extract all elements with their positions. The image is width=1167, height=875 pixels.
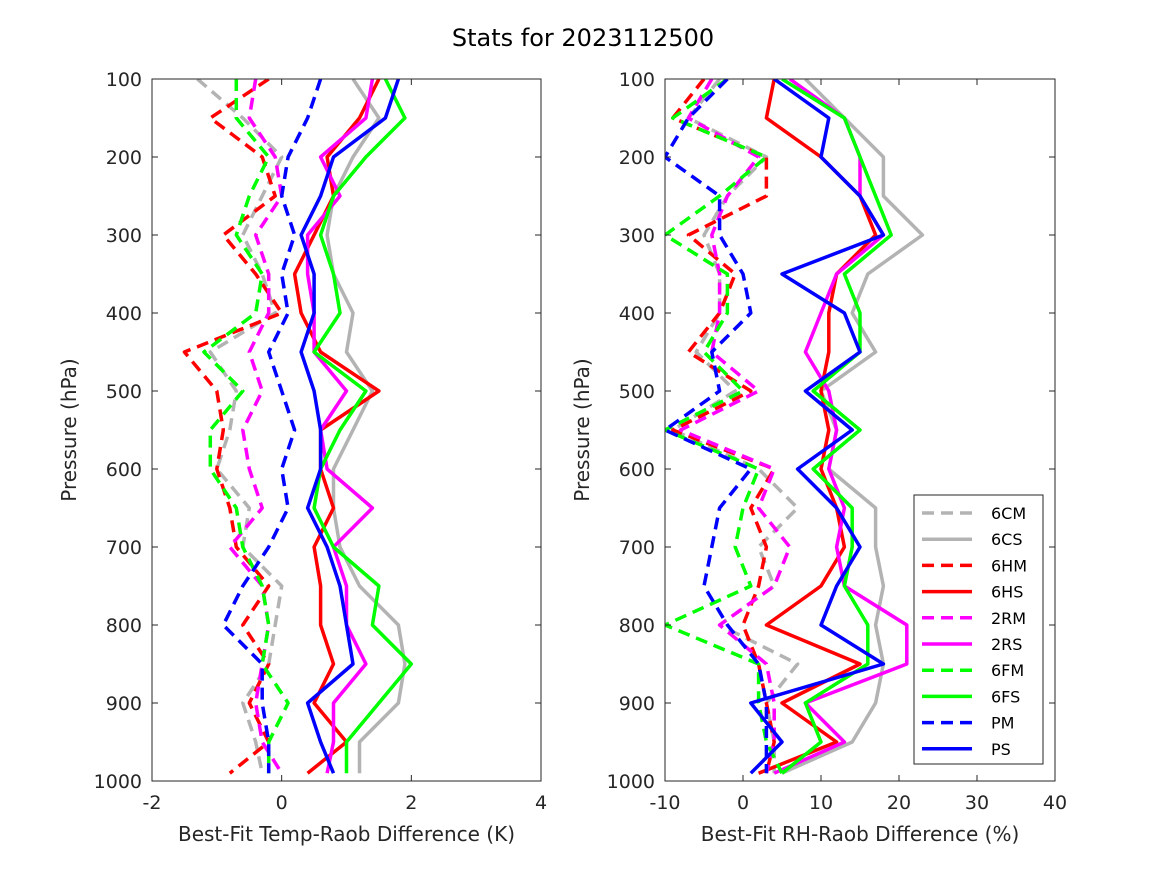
temp-x-tick-label: 0 (276, 792, 288, 814)
legend-label-6hm: 6HM (991, 556, 1027, 575)
legend-label-6hs: 6HS (991, 583, 1023, 602)
rh-x-tick-label: 10 (809, 792, 833, 814)
temp-series-ps (299, 79, 401, 774)
figure-title: Stats for 2023112500 (452, 24, 714, 52)
rh-x-axis-label: Best-Fit RH-Raob Difference (%) (701, 822, 1020, 846)
rh-y-tick-label: 100 (619, 69, 655, 91)
temp-y-tick-label: 900 (106, 693, 142, 715)
temp-series-6fs (312, 79, 414, 774)
rh-y-tick-label: 1000 (607, 771, 655, 793)
temp-series-6cm (196, 79, 284, 774)
temp-x-tick-label: -2 (143, 792, 162, 814)
rh-series-2rm (678, 79, 792, 774)
temp-y-tick-label: 100 (106, 69, 142, 91)
temp-series-pm (221, 79, 323, 774)
rh-panel: -10 0 10 20 30 40 100 200 300 400 500 600 700 800 900 1… (570, 69, 1067, 846)
legend-label-6cm: 6CM (991, 504, 1026, 523)
rh-y-tick-label: 500 (619, 381, 655, 403)
rh-y-tick-label: 400 (619, 303, 655, 325)
legend-label-6cs: 6CS (991, 530, 1023, 549)
legend-label-6fm: 6FM (991, 661, 1024, 680)
temp-y-tick-label: 300 (106, 225, 142, 247)
temp-series-group (182, 79, 414, 775)
temp-x-axis-label: Best-Fit Temp-Raob Difference (K) (178, 822, 515, 846)
rh-y-tick-label: 900 (619, 693, 655, 715)
rh-y-tick-label: 200 (619, 147, 655, 169)
temp-y-tick-label: 800 (106, 615, 142, 637)
rh-series-group (665, 79, 925, 775)
rh-x-tick-label: 30 (965, 792, 989, 814)
rh-y-tick-label: 300 (619, 225, 655, 247)
temp-y-tick-label: 200 (106, 147, 142, 169)
rh-y-tick-label: 700 (619, 537, 655, 559)
temp-x-tick-label: 2 (405, 792, 417, 814)
rh-x-tick-label: 0 (737, 792, 749, 814)
temp-y-tick-label: 500 (106, 381, 142, 403)
rh-y-tick-label: 600 (619, 459, 655, 481)
legend-label-2rs: 2RS (991, 635, 1022, 654)
temp-series-6cs (325, 79, 407, 774)
temp-x-tick-label: 4 (535, 792, 547, 814)
rh-series-6fs (780, 79, 893, 775)
rh-y-axis-label: Pressure (hPa) (570, 358, 594, 501)
temp-y-axis-label: Pressure (hPa) (57, 358, 81, 501)
rh-y-tick-label: 800 (619, 615, 655, 637)
temp-series-6hm (182, 79, 284, 775)
rh-series-6fm (665, 79, 784, 774)
rh-x-tick-label: 40 (1043, 792, 1067, 814)
rh-series-ps (749, 79, 886, 775)
legend-label-6fs: 6FS (991, 687, 1020, 706)
rh-x-tick-label: -10 (649, 792, 680, 814)
legend: 6CM 6CS 6HM 6HS 2RM 2RS 6FM 6FS PM PS (913, 494, 1044, 765)
legend-label-ps: PS (991, 740, 1011, 759)
temp-y-tick-label: 600 (106, 459, 142, 481)
temp-y-tick-label: 400 (106, 303, 142, 325)
legend-label-2rm: 2RM (991, 609, 1026, 628)
temperature-panel: -2 0 2 4 100 200 300 400 500 600 700 800 900 1000 Best… (57, 69, 547, 846)
rh-x-tick-label: 20 (887, 792, 911, 814)
temp-series-6hs (292, 79, 381, 775)
temp-axes-box (151, 78, 542, 782)
temp-series-6fm (202, 79, 290, 774)
temp-y-tick-label: 700 (106, 537, 142, 559)
temp-y-tick-label: 1000 (94, 771, 142, 793)
legend-label-pm: PM (991, 714, 1014, 733)
rh-series-6hm (671, 79, 776, 774)
rh-axes-box (664, 78, 1056, 782)
